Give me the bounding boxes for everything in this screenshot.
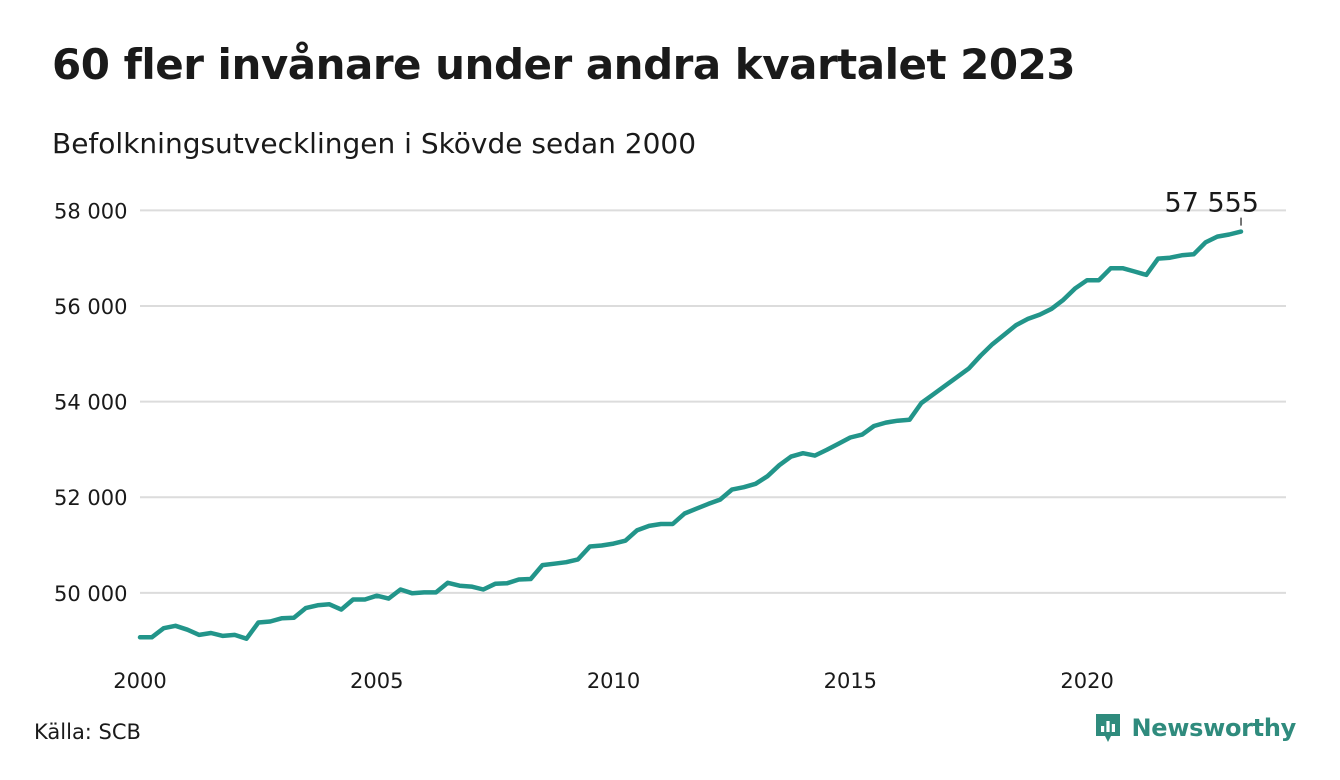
y-tick-label: 50 000 (54, 582, 127, 606)
end-value-label: 57 555 (1165, 188, 1259, 219)
annotation-layer: 57 555 (1165, 188, 1259, 226)
x-tick-label: 2010 (587, 669, 640, 693)
y-tick-label: 56 000 (54, 295, 127, 319)
y-tick-label: 52 000 (54, 486, 127, 510)
y-axis-ticks: 50 000 52 000 54 000 56 000 58 000 (54, 199, 127, 606)
series-line (137, 229, 1244, 641)
newsworthy-logo-icon (1096, 714, 1121, 742)
chart-title: 60 fler invånare under andra kvartalet 2… (52, 40, 1076, 89)
y-tick-label: 54 000 (54, 391, 127, 415)
y-tick-label: 58 000 (54, 199, 127, 223)
x-axis-ticks: 2000 2005 2010 2015 2020 (113, 669, 1114, 693)
x-tick-label: 2005 (350, 669, 403, 693)
brand-name: Newsworthy (1131, 714, 1296, 742)
gridlines (140, 209, 1286, 594)
source-label: Källa: SCB (34, 720, 141, 744)
x-tick-label: 2015 (824, 669, 877, 693)
series-layer (137, 229, 1244, 641)
x-tick-label: 2020 (1060, 669, 1113, 693)
x-tick-label: 2000 (113, 669, 166, 693)
chart-subtitle: Befolkningsutvecklingen i Skövde sedan 2… (52, 127, 697, 160)
brand-logo: Newsworthy (1094, 712, 1296, 744)
